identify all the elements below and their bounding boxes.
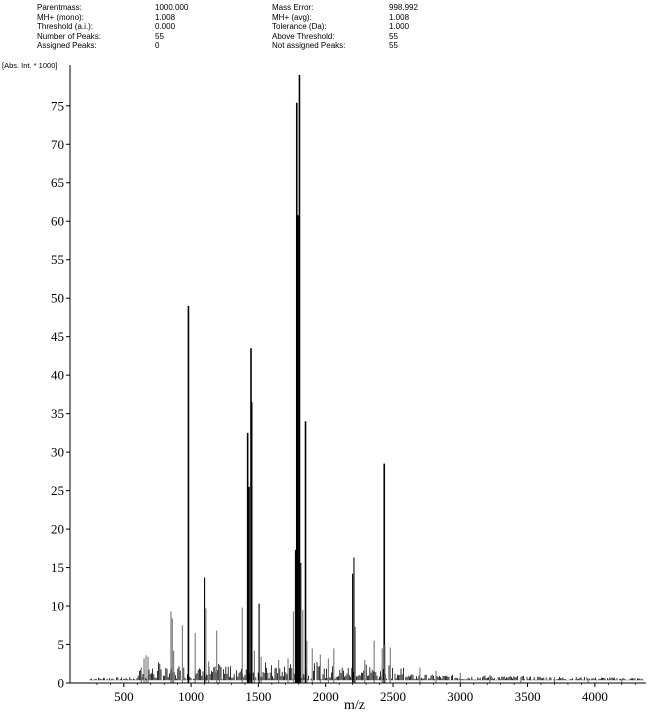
info-value: 998.992 — [389, 3, 418, 12]
x-tick-label: 1000 — [178, 689, 204, 704]
info-label: MH+ (avg): — [272, 12, 312, 22]
y-tick-label: 50 — [51, 291, 64, 306]
y-tick-label: 60 — [51, 214, 64, 229]
x-tick-label: 1500 — [245, 689, 271, 704]
y-tick-label: 20 — [51, 522, 64, 537]
info-value: 1.008 — [155, 12, 176, 22]
info-value: 55 — [389, 31, 398, 41]
info-value: 55 — [155, 31, 164, 41]
info-label: Above Threshold: — [272, 31, 335, 41]
info-value: 0 — [155, 41, 160, 51]
spectrum-info-header: Parentmass: MH+ (mono): Threshold (a.i.)… — [0, 0, 649, 60]
info-value: 55 — [389, 41, 398, 51]
y-tick-label: 15 — [51, 560, 64, 575]
y-tick-label: 35 — [51, 406, 64, 421]
x-tick-label: 500 — [114, 689, 134, 704]
y-tick-label: 65 — [51, 175, 64, 190]
plot-axes: 0 5 10 15 20 25 30 35 40 45 50 55 60 65 70 75 500 1000 150… — [51, 65, 646, 704]
info-label: Assigned Peaks: — [37, 41, 97, 51]
info-label: Parentmass: — [37, 3, 82, 12]
info-right-labels: Mass Error: MH+ (avg): Tolerance (Da): A… — [272, 3, 345, 51]
y-tick-label: 45 — [51, 329, 64, 344]
x-tick-label: 4000 — [582, 689, 608, 704]
x-tick-label: 3500 — [515, 689, 541, 704]
info-label: Threshold (a.i.): — [37, 22, 94, 32]
info-value: 1000.000 — [155, 3, 189, 12]
y-tick-label: 30 — [51, 445, 64, 460]
y-tick-label: 25 — [51, 483, 64, 498]
peak-series — [140, 75, 623, 683]
info-left-values: 1000.000 1.008 0.000 55 0 — [155, 3, 188, 51]
info-label: Number of Peaks: — [37, 31, 102, 41]
y-axis-unit-label: [Abs. Int. * 1000] — [2, 61, 58, 70]
y-tick-label: 0 — [58, 676, 65, 691]
y-tick-label: 5 — [58, 637, 65, 652]
y-tick-label: 40 — [51, 368, 64, 383]
y-tick-label: 75 — [51, 98, 64, 113]
info-label: Tolerance (Da): — [272, 22, 327, 32]
info-value: 1.008 — [389, 12, 410, 22]
info-label: Not assigned Peaks: — [272, 41, 346, 51]
info-label: MH+ (mono): — [37, 12, 84, 22]
y-tick-label: 70 — [51, 137, 64, 152]
x-tick-label: 2000 — [313, 689, 339, 704]
x-axis-label: m/z — [344, 698, 365, 713]
x-tick-label: 2500 — [380, 689, 406, 704]
info-right-values: 998.992 1.008 1.000 55 55 — [389, 3, 418, 51]
info-value: 1.000 — [389, 22, 410, 32]
info-value: 0.000 — [155, 22, 176, 32]
x-tick-label: 3000 — [447, 689, 473, 704]
info-label: Mass Error: — [272, 3, 314, 12]
y-tick-label: 10 — [51, 599, 64, 614]
y-tick-label: 55 — [51, 252, 64, 267]
info-left-labels: Parentmass: MH+ (mono): Threshold (a.i.)… — [37, 3, 101, 51]
